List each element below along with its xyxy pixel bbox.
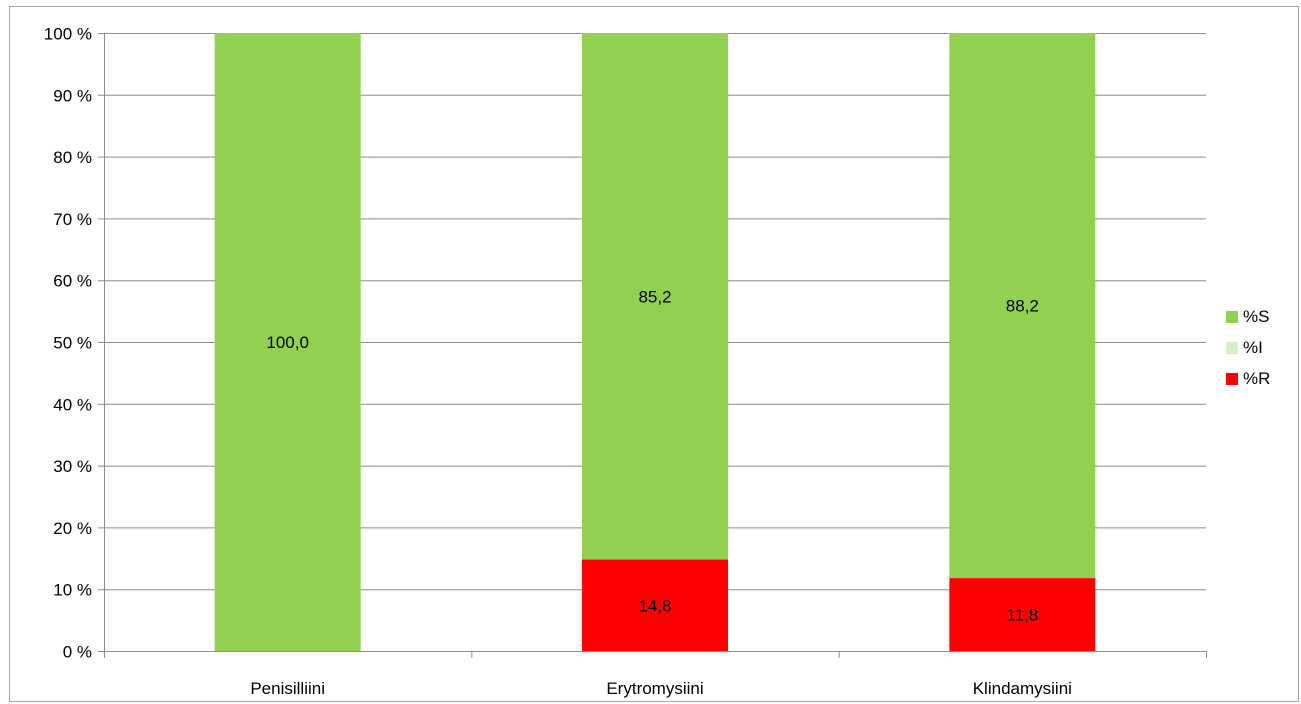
bar-pct-r-klindamysiini bbox=[949, 578, 1096, 651]
legend-swatch-pct-r bbox=[1226, 373, 1238, 385]
x-category-label: Erytromysiini bbox=[606, 679, 703, 698]
x-category-label: Penisilliini bbox=[250, 679, 325, 698]
y-tick-label: 40 % bbox=[53, 395, 92, 414]
y-tick-label: 10 % bbox=[53, 581, 92, 600]
data-label: 85,2 bbox=[638, 287, 671, 306]
legend-swatch-pct-i bbox=[1226, 342, 1238, 354]
legend-swatch-pct-s bbox=[1226, 311, 1238, 323]
y-tick-label: 0 % bbox=[63, 643, 92, 662]
legend-label: %R bbox=[1243, 369, 1270, 388]
legend-label: %I bbox=[1243, 338, 1263, 357]
y-tick-label: 80 % bbox=[53, 148, 92, 167]
bar-pct-s-erytromysiini bbox=[582, 33, 728, 560]
y-tick-label: 20 % bbox=[53, 519, 92, 538]
data-label: 14,8 bbox=[638, 596, 671, 615]
y-tick-label: 70 % bbox=[53, 210, 92, 229]
y-tick-label: 30 % bbox=[53, 457, 92, 476]
y-tick-label: 50 % bbox=[53, 334, 92, 353]
y-tick-label: 60 % bbox=[53, 272, 92, 291]
data-label: 11,8 bbox=[1006, 606, 1038, 625]
bar-pct-s-penisilliini bbox=[214, 33, 361, 651]
y-tick-label: 100 % bbox=[44, 25, 92, 44]
x-category-label: Klindamysiini bbox=[973, 679, 1072, 698]
y-tick-label: 90 % bbox=[53, 86, 92, 105]
data-label: 100,0 bbox=[266, 333, 309, 352]
bar-pct-s-klindamysiini bbox=[949, 33, 1096, 579]
data-label: 88,2 bbox=[1006, 297, 1039, 316]
bar-pct-r-erytromysiini bbox=[582, 559, 728, 651]
legend-label: %S bbox=[1243, 307, 1269, 326]
